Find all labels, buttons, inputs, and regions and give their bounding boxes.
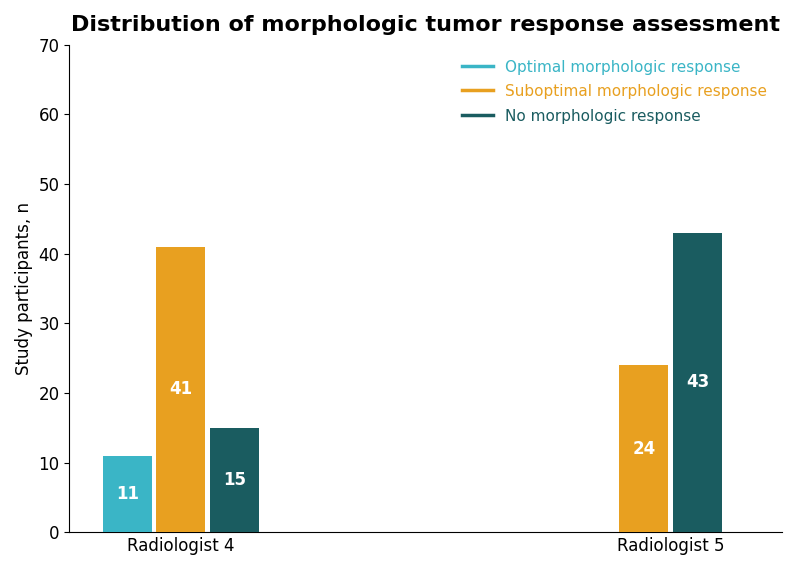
Bar	[673, 233, 722, 532]
Text: 41: 41	[169, 380, 192, 398]
Text: 15: 15	[222, 471, 245, 489]
Bar	[210, 428, 259, 532]
Bar	[619, 365, 669, 532]
Bar	[103, 455, 151, 532]
Text: 11: 11	[116, 485, 139, 503]
Legend: Optimal morphologic response, Suboptimal morphologic response, No morphologic re: Optimal morphologic response, Suboptimal…	[454, 52, 775, 131]
Text: 43: 43	[685, 373, 709, 392]
Title: Distribution of morphologic tumor response assessment: Distribution of morphologic tumor respon…	[71, 15, 780, 35]
Text: 24: 24	[632, 439, 656, 458]
Y-axis label: Study participants, n: Study participants, n	[15, 202, 33, 375]
Bar	[156, 247, 206, 532]
